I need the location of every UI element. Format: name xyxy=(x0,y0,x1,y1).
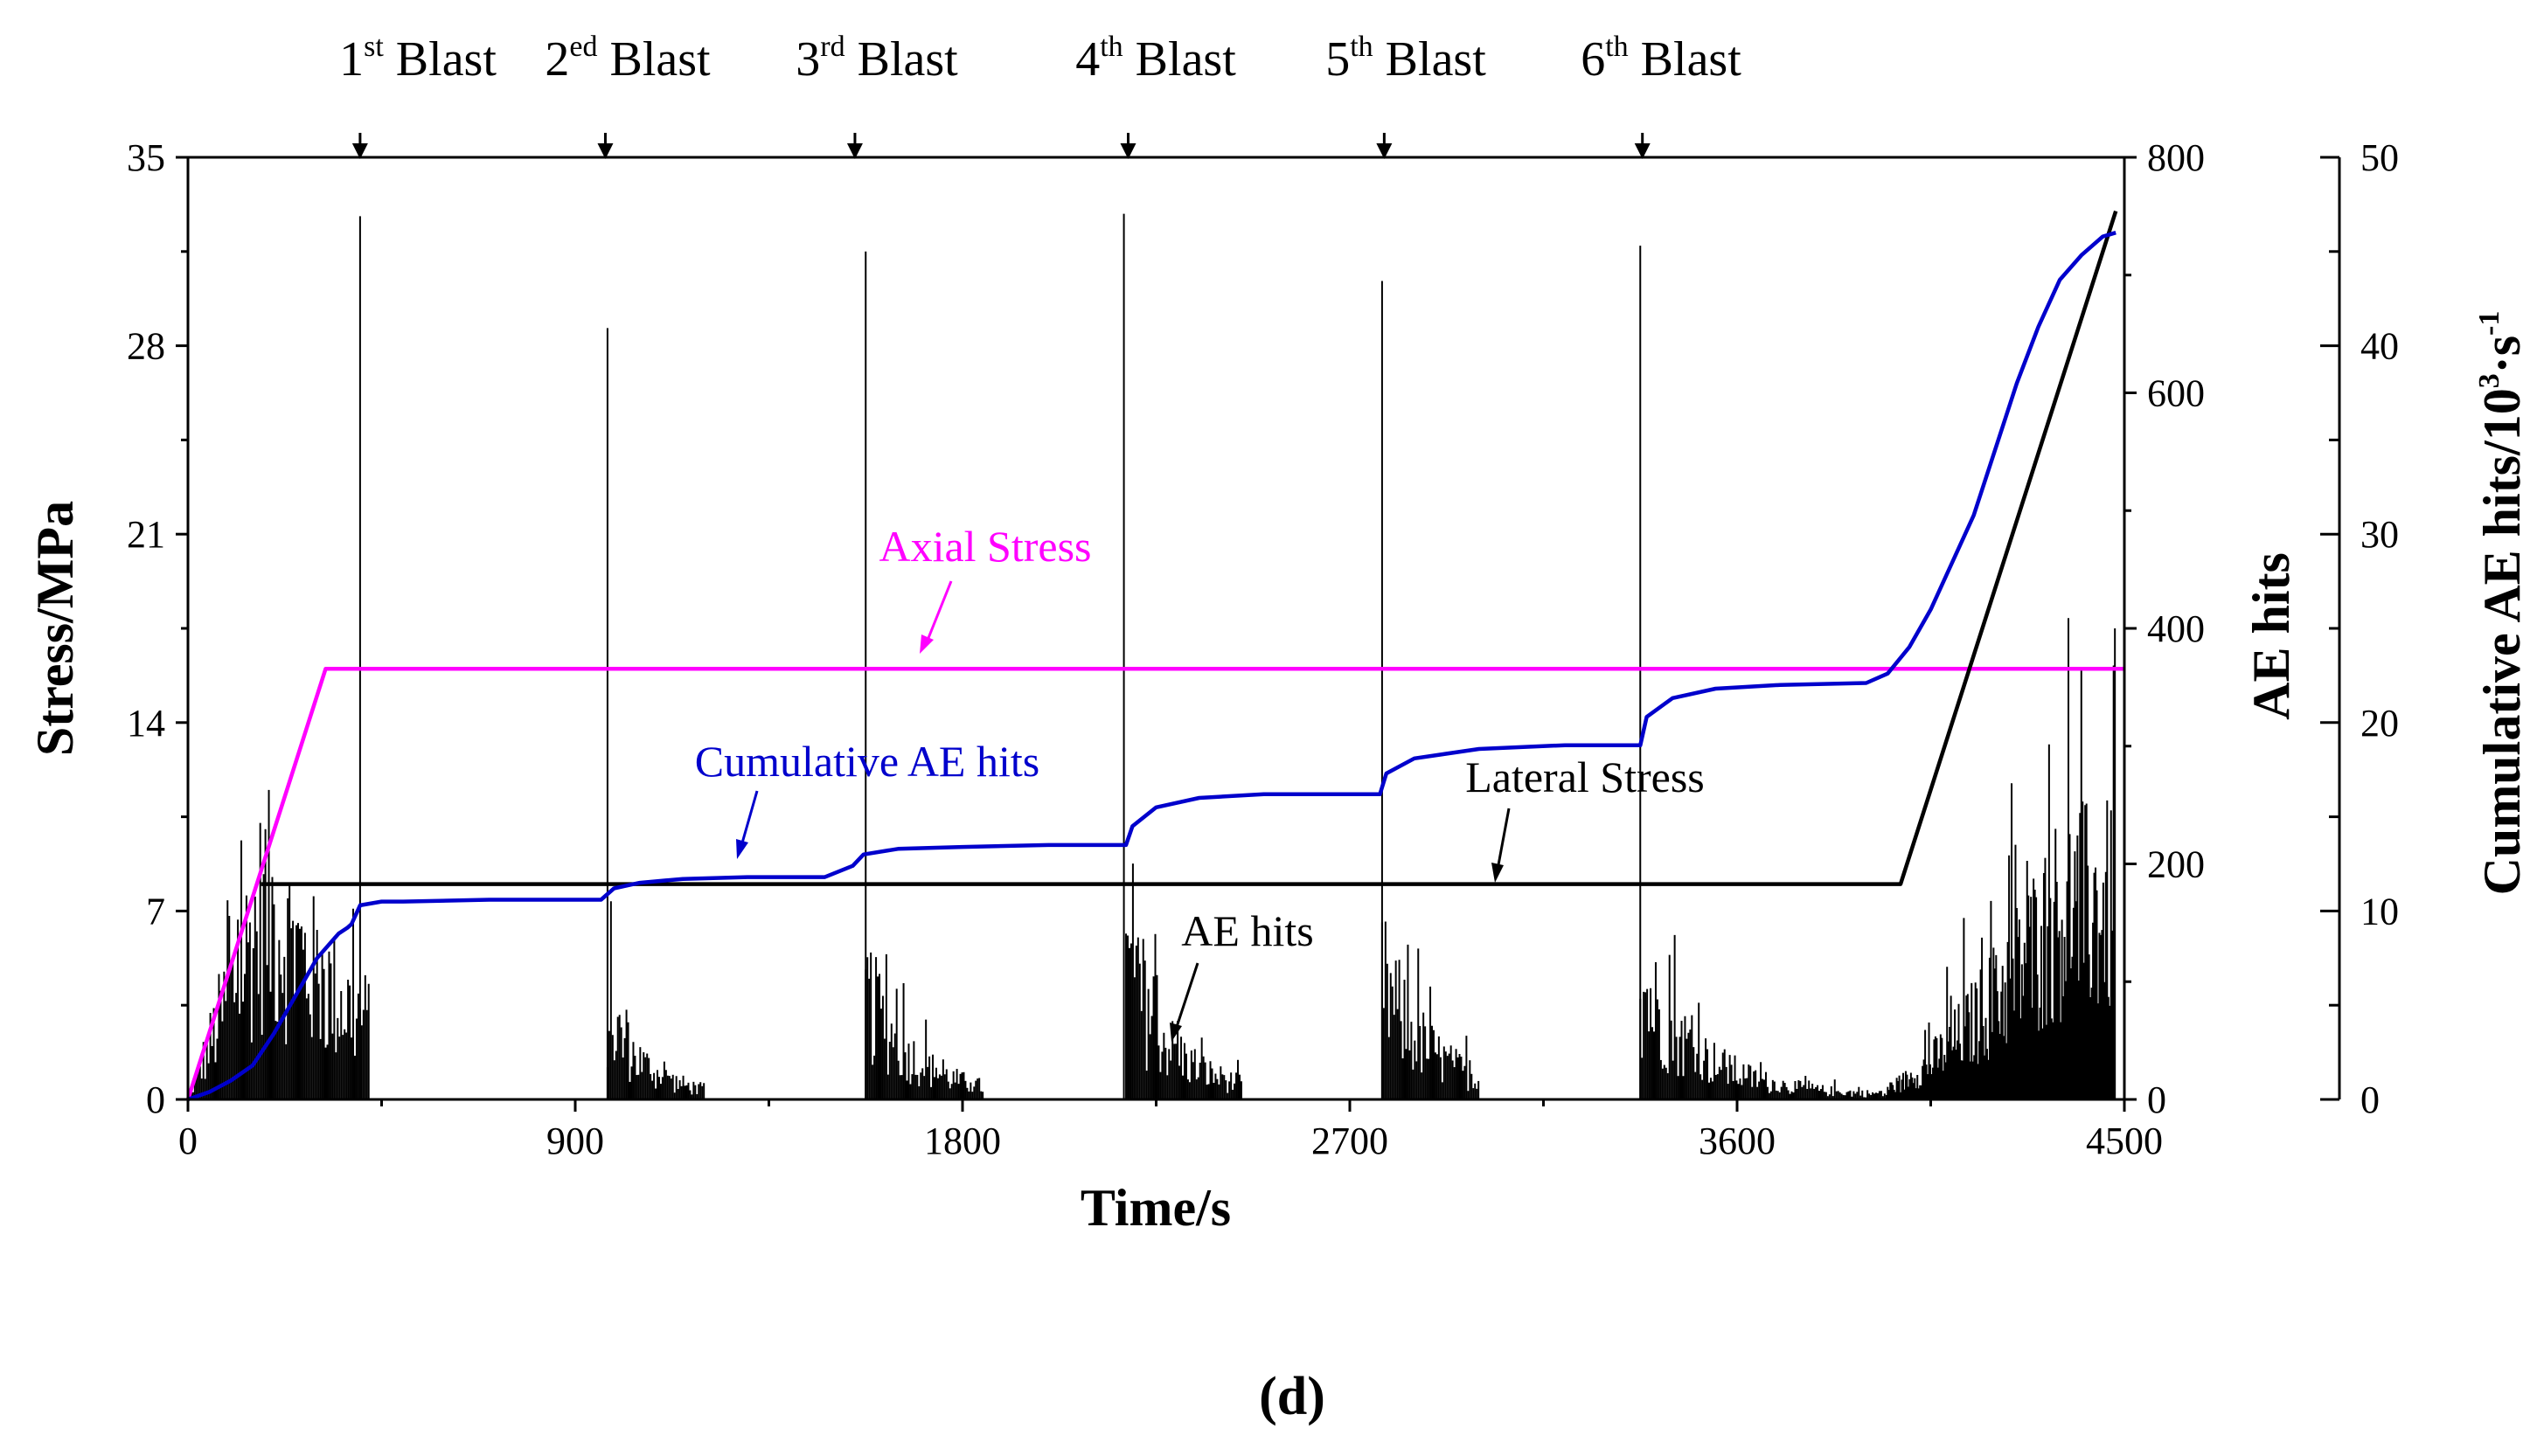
y-right2-tick-label: 50 xyxy=(2360,136,2399,179)
y-right1-tick-label: 200 xyxy=(2147,843,2205,886)
blast-word: Blast xyxy=(1629,32,1742,87)
blast-word: Blast xyxy=(384,32,497,87)
y-left-axis-ticks: 0 7 14 21 28 35 xyxy=(127,136,188,1121)
y-right2-tick-label: 20 xyxy=(2360,702,2399,745)
axial-stress-line xyxy=(185,666,2124,1100)
axial-stress-label: Axial Stress xyxy=(879,522,1091,571)
y-right2-title-sup1: 3 xyxy=(2473,373,2506,388)
y-right2-title-main: Cumulative AE hits/10 xyxy=(2473,388,2531,895)
x-tick-label: 900 xyxy=(546,1120,604,1162)
blast-number: 4 xyxy=(1075,32,1100,87)
y-right2-tick-label: 30 xyxy=(2360,513,2399,556)
ae-hits-label: AE hits xyxy=(1181,906,1313,955)
blast-word: Blast xyxy=(1123,32,1237,87)
lateral-stress-pointer xyxy=(1496,808,1511,870)
blast-arrowhead xyxy=(351,143,368,159)
blast-superscript: th xyxy=(1100,31,1123,63)
y-right2-tick-label: 0 xyxy=(2360,1078,2380,1121)
x-tick-label: 4500 xyxy=(2086,1120,2163,1162)
axial-stress-arrowhead xyxy=(920,634,934,654)
y-right2-title-mid: ·s xyxy=(2473,336,2531,373)
blast-arrowhead xyxy=(597,143,614,159)
y-left-tick-label: 21 xyxy=(127,513,165,556)
blast-word: Blast xyxy=(845,32,959,87)
lateral-stress-line xyxy=(261,210,2118,886)
annotation-cumulative: Cumulative AE hits xyxy=(695,737,1039,859)
blast-word: Blast xyxy=(597,32,711,87)
x-tick-label: 0 xyxy=(178,1120,198,1162)
y-left-tick-label: 14 xyxy=(127,702,165,745)
annotation-lateral-stress: Lateral Stress xyxy=(1465,752,1705,883)
lateral-stress-arrowhead xyxy=(1491,863,1504,883)
blast-superscript: ed xyxy=(569,31,597,63)
blast-word: Blast xyxy=(1373,32,1487,87)
y-left-tick-label: 0 xyxy=(146,1078,165,1121)
cumulative-pointer xyxy=(740,790,759,847)
y-right2-title-sup2: -1 xyxy=(2473,311,2506,336)
x-tick-label: 1800 xyxy=(924,1120,1001,1162)
blast-label: 4th Blast xyxy=(1075,31,1236,87)
cumulative-ae-hits-line xyxy=(187,231,2116,1102)
panel-label: (d) xyxy=(1259,1367,1325,1426)
blast-number: 5 xyxy=(1325,32,1350,87)
y-right1-axis-title: AE hits xyxy=(2242,552,2300,720)
y-right2-axis-ticks: 0 10 20 30 40 50 xyxy=(2320,136,2399,1121)
x-axis-title: Time/s xyxy=(1081,1179,1231,1237)
cumulative-label: Cumulative AE hits xyxy=(695,737,1039,786)
y-right1-tick-label: 600 xyxy=(2147,372,2205,415)
blast-number: 2 xyxy=(545,32,569,87)
y-left-tick-label: 7 xyxy=(146,890,165,933)
blast-label: 2ed Blast xyxy=(545,31,711,87)
lateral-stress-label: Lateral Stress xyxy=(1465,752,1705,801)
ae-hits-bars xyxy=(187,213,2116,1099)
blast-number: 6 xyxy=(1581,32,1605,87)
blast-markers: 1st Blast 2ed Blast 3rd Blast 4th Blast 5th … xyxy=(339,31,1741,159)
y-right2-tick-label: 10 xyxy=(2360,890,2399,933)
y-right2-axis-title: Cumulative AE hits/103·s-1 xyxy=(2473,311,2531,896)
blast-superscript: th xyxy=(1605,31,1628,63)
blast-label: 1st Blast xyxy=(339,31,497,87)
blast-label: 3rd Blast xyxy=(796,31,958,87)
blast-arrowhead xyxy=(1376,143,1393,159)
axial-stress-pointer xyxy=(925,580,953,643)
blast-arrowhead xyxy=(846,143,863,159)
y-left-axis-title: Stress/MPa xyxy=(26,501,84,756)
y-left-tick-label: 28 xyxy=(127,325,165,368)
x-tick-label: 2700 xyxy=(1311,1120,1388,1162)
y-left-tick-label: 35 xyxy=(127,136,165,179)
series-lines xyxy=(185,210,2124,1102)
cumulative-arrowhead xyxy=(736,839,748,859)
ae-hits-arrowhead xyxy=(1170,1023,1182,1042)
blast-number: 1 xyxy=(339,32,364,87)
y-right1-axis-ticks: 0 200 400 600 800 xyxy=(2124,136,2205,1121)
blast-arrowhead xyxy=(1634,143,1651,159)
y-right2-tick-label: 40 xyxy=(2360,325,2399,368)
x-tick-label: 3600 xyxy=(1699,1120,1776,1162)
annotation-axial-stress: Axial Stress xyxy=(879,522,1092,654)
ae-hits-pointer xyxy=(1174,962,1199,1030)
blast-superscript: st xyxy=(364,31,384,63)
y-right1-tick-label: 400 xyxy=(2147,607,2205,650)
annotation-ae-hits: AE hits xyxy=(1170,906,1314,1042)
blast-superscript: th xyxy=(1350,31,1373,63)
blast-superscript: rd xyxy=(820,31,845,63)
y-right1-tick-label: 0 xyxy=(2147,1078,2166,1121)
blast-label: 6th Blast xyxy=(1581,31,1741,87)
x-axis-ticks: 0 900 1800 2700 3600 4500 xyxy=(178,1099,2163,1162)
blast-arrowhead xyxy=(1120,143,1136,159)
y-right1-tick-label: 800 xyxy=(2147,136,2205,179)
blast-number: 3 xyxy=(796,32,820,87)
blast-label: 5th Blast xyxy=(1325,31,1486,87)
